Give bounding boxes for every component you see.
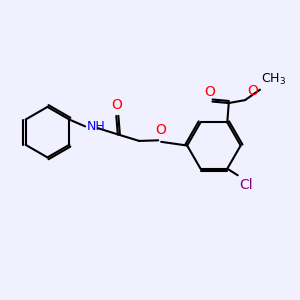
Text: O: O <box>155 123 166 137</box>
Text: CH$_3$: CH$_3$ <box>262 72 286 87</box>
Text: O: O <box>248 84 258 98</box>
Text: Cl: Cl <box>239 178 253 192</box>
Text: O: O <box>111 98 122 112</box>
Text: O: O <box>204 85 215 99</box>
Text: NH: NH <box>87 121 105 134</box>
